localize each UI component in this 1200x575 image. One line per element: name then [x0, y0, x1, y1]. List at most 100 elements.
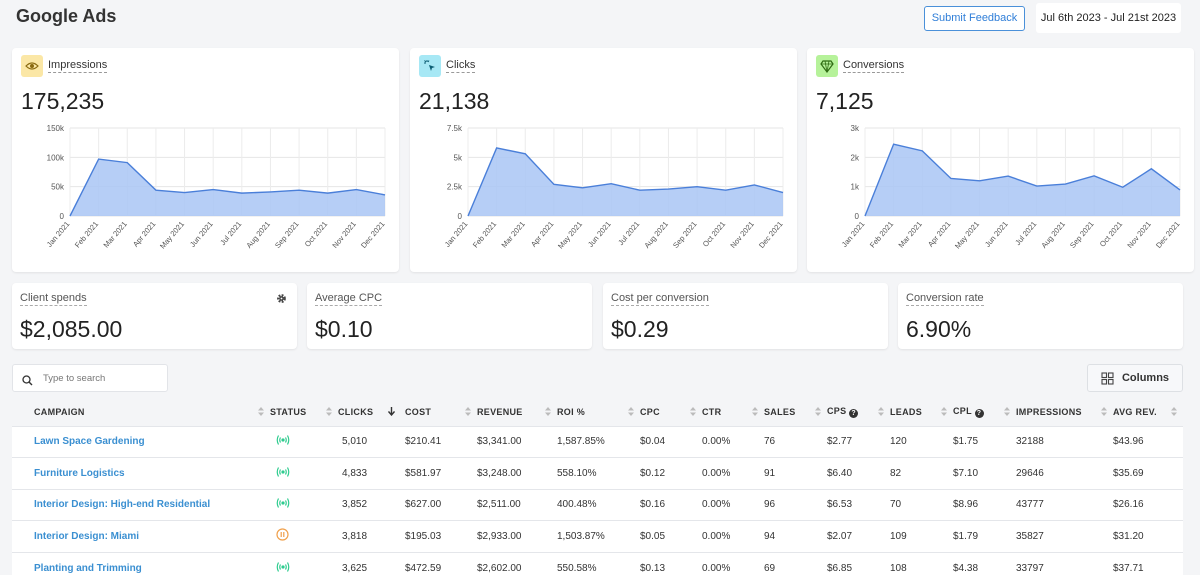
sort-icon[interactable] — [1171, 407, 1177, 418]
gear-icon[interactable] — [276, 291, 287, 309]
campaign-table: CAMPAIGN STATUS CLICKS COST REVENUE ROI … — [12, 398, 1183, 575]
column-header-cpl[interactable]: CPL ? — [953, 398, 1016, 426]
sort-icon[interactable] — [1004, 407, 1010, 418]
campaign-link[interactable]: Lawn Space Gardening — [34, 436, 145, 448]
cell-cpc: $0.12 — [640, 467, 666, 479]
cell-cps: $6.85 — [827, 562, 853, 574]
help-icon[interactable]: ? — [974, 408, 984, 418]
column-header-impressions[interactable]: IMPRESSIONS — [1016, 398, 1113, 426]
cell-avg-rev: $26.16 — [1113, 499, 1144, 511]
x-tick-label: Feb 2021 — [73, 220, 100, 250]
table-row[interactable]: Interior Design: High-end Residential 3,8… — [12, 489, 1183, 521]
conversion-rate-card: Conversion rate 6.90% — [898, 283, 1183, 349]
columns-button[interactable]: Columns — [1087, 364, 1183, 392]
x-tick-label: Jul 2021 — [218, 220, 243, 248]
sort-icon[interactable] — [690, 407, 696, 418]
campaign-link[interactable]: Interior Design: High-end Residential — [34, 499, 211, 511]
summary-label: Cost per conversion — [611, 292, 709, 306]
cell-cpl: $8.96 — [953, 499, 979, 511]
series-area — [468, 147, 783, 216]
cell-sales: 91 — [764, 467, 776, 479]
cursor-click-icon — [419, 55, 441, 77]
client-spends-card: Client spends $2,085.00 — [12, 283, 297, 349]
help-icon[interactable]: ? — [849, 408, 859, 418]
cell-leads: 70 — [890, 499, 902, 511]
x-tick-label: Aug 2021 — [244, 220, 272, 250]
table-row[interactable]: Lawn Space Gardening 5,010 $210.41 $3,341.0… — [12, 426, 1183, 458]
y-tick-label: 2.5k — [447, 183, 463, 192]
column-header-status[interactable]: STATUS — [270, 398, 338, 426]
column-header-roi[interactable]: ROI % — [557, 398, 640, 426]
x-tick-label: Oct 2021 — [701, 220, 727, 249]
submit-feedback-button[interactable]: Submit Feedback — [924, 6, 1025, 31]
table-header-row: CAMPAIGN STATUS CLICKS COST REVENUE ROI … — [12, 398, 1183, 426]
column-header-clicks[interactable]: CLICKS — [338, 398, 405, 426]
cell-cpc: $0.04 — [640, 436, 666, 448]
column-header-cost[interactable]: COST — [405, 398, 477, 426]
summary-value: $0.10 — [315, 316, 373, 342]
sort-icon[interactable] — [465, 407, 471, 418]
series-area — [865, 144, 1180, 216]
table-row[interactable]: Interior Design: Miami 3,818 $195.03 $2,933… — [12, 520, 1183, 553]
x-tick-label: Jan 2021 — [840, 220, 867, 249]
campaign-link[interactable]: Interior Design: Miami — [34, 530, 140, 542]
y-tick-label: 0 — [458, 212, 463, 221]
cell-roi: 550.58% — [557, 562, 597, 574]
x-tick-label: Mar 2021 — [102, 220, 129, 250]
campaign-link[interactable]: Furniture Logistics — [34, 467, 125, 479]
cell-sales: 69 — [764, 562, 776, 574]
campaign-link[interactable]: Planting and Trimming — [34, 562, 142, 574]
conversions-chart: 0 1k 2k 3k Jan 2021 Feb 2021 Mar 2021 Apr 2021 M… — [840, 124, 1182, 251]
cell-cpl: $7.10 — [953, 467, 979, 479]
sort-icon[interactable] — [815, 407, 821, 418]
summary-value: 6.90% — [906, 316, 972, 342]
column-header-leads[interactable]: LEADS — [890, 398, 953, 426]
cell-ctr: 0.00% — [702, 562, 731, 574]
sort-desc-icon[interactable] — [387, 407, 396, 418]
sort-icon[interactable] — [326, 407, 332, 418]
sort-icon[interactable] — [628, 407, 634, 418]
x-tick-label: Jun 2021 — [188, 220, 215, 249]
cell-cpl: $1.75 — [953, 436, 979, 448]
column-header-campaign[interactable]: CAMPAIGN — [12, 398, 270, 426]
status-active-icon — [276, 561, 290, 575]
clicks-card: Clicks 21,138 0 2.5k 5k 7.5k Jan 2021 Feb 202… — [410, 48, 797, 272]
eye-icon — [21, 55, 43, 77]
x-tick-label: May 2021 — [158, 220, 186, 251]
date-range-picker[interactable]: Jul 6th 2023 - Jul 21st 2023 — [1036, 3, 1181, 33]
y-tick-label: 3k — [851, 124, 860, 133]
x-tick-label: Aug 2021 — [642, 220, 670, 250]
cell-ctr: 0.00% — [702, 436, 731, 448]
table-row[interactable]: Furniture Logistics 4,833 $581.97 $3,248.00… — [12, 457, 1183, 490]
cell-cpc: $0.05 — [640, 530, 666, 542]
column-header-cpc[interactable]: CPC — [640, 398, 702, 426]
sort-icon[interactable] — [545, 407, 551, 418]
x-tick-label: Feb 2021 — [471, 220, 498, 250]
x-tick-label: Jul 2021 — [1013, 220, 1038, 248]
cell-leads: 82 — [890, 467, 902, 479]
status-cell — [270, 489, 338, 521]
sort-icon[interactable] — [1101, 407, 1107, 418]
x-tick-label: May 2021 — [953, 220, 981, 251]
summary-label: Client spends — [20, 292, 87, 306]
cell-roi: 1,503.87% — [557, 530, 605, 542]
column-header-cps[interactable]: CPS ? — [827, 398, 890, 426]
sort-icon[interactable] — [258, 407, 264, 418]
column-header-ctr[interactable]: CTR — [702, 398, 764, 426]
y-tick-label: 100k — [47, 153, 65, 162]
page-title: Google Ads — [16, 6, 117, 26]
sort-icon[interactable] — [941, 407, 947, 418]
column-header-avg-rev[interactable]: AVG REV. — [1113, 398, 1183, 426]
cell-ctr: 0.00% — [702, 530, 731, 542]
y-tick-label: 150k — [47, 124, 65, 133]
search-input[interactable] — [43, 370, 163, 386]
x-tick-label: Apr 2021 — [529, 220, 555, 249]
cell-sales: 94 — [764, 530, 776, 542]
sort-icon[interactable] — [752, 407, 758, 418]
sort-icon[interactable] — [878, 407, 884, 418]
column-header-sales[interactable]: SALES — [764, 398, 827, 426]
column-header-revenue[interactable]: REVENUE — [477, 398, 557, 426]
cell-clicks: 3,625 — [342, 562, 368, 574]
table-row[interactable]: Planting and Trimming 3,625 $472.59 $2,602.… — [12, 552, 1183, 575]
cell-avg-rev: $35.69 — [1113, 467, 1144, 479]
